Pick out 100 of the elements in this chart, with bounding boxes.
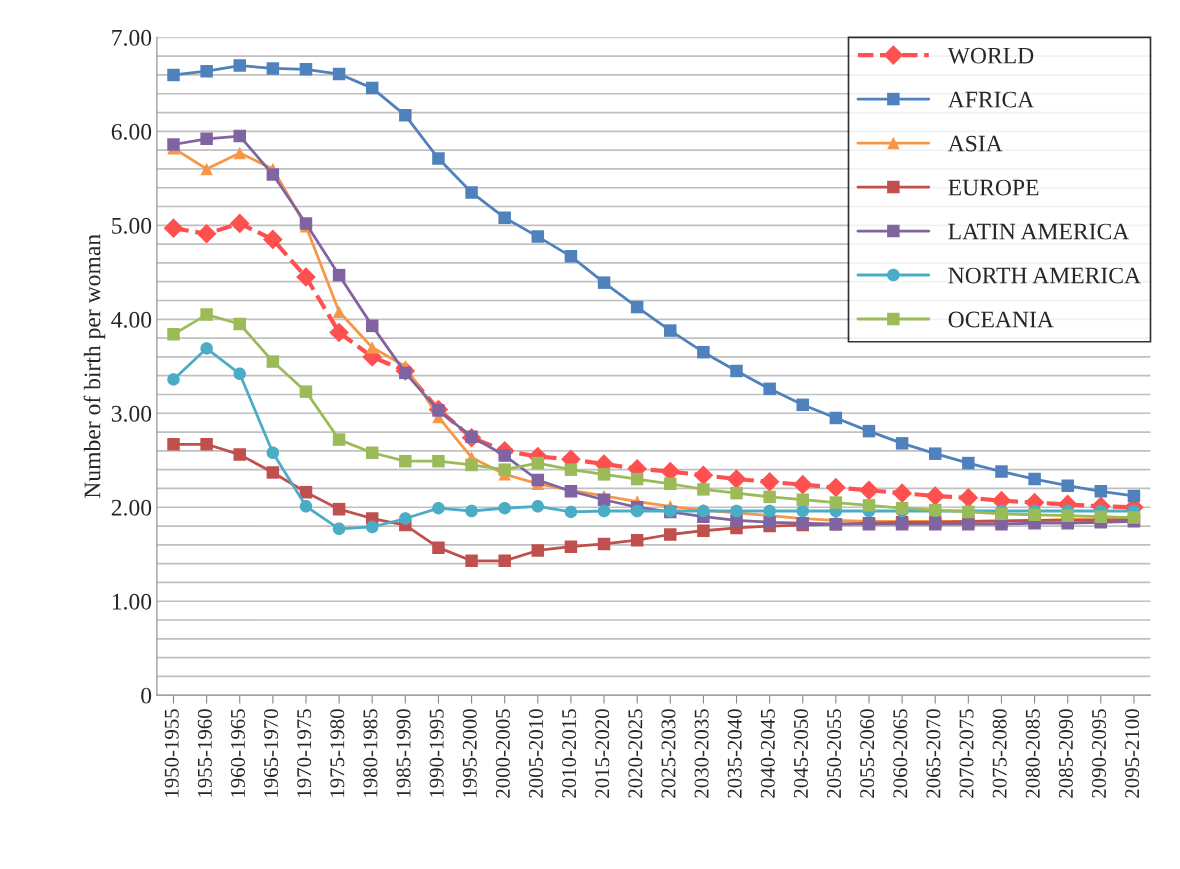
point xyxy=(332,502,346,516)
x-tick-label: 2015-2020 xyxy=(595,709,610,798)
point xyxy=(564,540,578,553)
point xyxy=(1094,485,1108,498)
point xyxy=(862,424,876,438)
point xyxy=(498,449,511,462)
point xyxy=(465,186,478,199)
point xyxy=(498,554,511,568)
legend-label: LATIN AMERICA xyxy=(948,223,1130,240)
point xyxy=(597,276,611,289)
point xyxy=(167,328,180,341)
point xyxy=(1028,472,1041,486)
point xyxy=(995,465,1008,478)
point xyxy=(763,490,776,504)
point xyxy=(233,129,246,143)
point xyxy=(332,305,346,319)
point xyxy=(726,469,747,489)
point xyxy=(233,367,246,381)
point xyxy=(167,373,180,386)
x-tick-label: 2035-2040 xyxy=(727,709,742,798)
point xyxy=(958,488,979,508)
point xyxy=(263,229,283,250)
x-tick-label: 2075-2080 xyxy=(992,709,1007,798)
point xyxy=(399,109,412,122)
point xyxy=(329,322,349,343)
point xyxy=(531,473,545,487)
point xyxy=(664,477,677,490)
point xyxy=(266,466,280,479)
point xyxy=(332,433,346,446)
point xyxy=(200,342,213,355)
point xyxy=(597,504,611,518)
legend-label: AFRICA xyxy=(947,91,1035,108)
x-tick-label: 1950-1955 xyxy=(164,709,179,797)
point xyxy=(763,516,776,529)
point xyxy=(465,554,478,568)
x-tick-label: 2060-2065 xyxy=(893,709,908,798)
point xyxy=(233,448,246,461)
y-tick-label: 5.00 xyxy=(112,217,152,234)
point xyxy=(697,345,710,359)
y-tick-label: 2.00 xyxy=(111,499,152,516)
point xyxy=(564,250,578,263)
point xyxy=(498,463,511,476)
point xyxy=(730,364,743,378)
point xyxy=(299,63,313,76)
point xyxy=(531,500,545,513)
x-tick-label: 1980-1985 xyxy=(363,709,378,797)
point xyxy=(928,447,942,460)
point xyxy=(332,67,346,81)
point xyxy=(892,483,912,503)
point xyxy=(365,520,379,534)
point xyxy=(167,138,180,151)
x-tick-label: 1985-1990 xyxy=(396,709,411,797)
point xyxy=(266,446,280,459)
point xyxy=(531,230,545,243)
point xyxy=(763,504,776,518)
point xyxy=(630,300,644,314)
point xyxy=(630,533,644,547)
point xyxy=(200,308,213,321)
x-tick-label: 2070-2075 xyxy=(959,709,974,798)
point xyxy=(1061,479,1074,492)
point xyxy=(829,496,843,509)
point xyxy=(498,211,511,225)
point xyxy=(332,268,346,282)
x-tick-label: 2095-2100 xyxy=(1125,709,1140,798)
point xyxy=(365,319,379,333)
point xyxy=(299,385,313,398)
point xyxy=(796,493,809,506)
point xyxy=(597,468,611,481)
point xyxy=(1127,489,1141,503)
point xyxy=(399,454,412,468)
point xyxy=(564,505,578,519)
point xyxy=(365,446,379,459)
point xyxy=(693,465,714,486)
point xyxy=(200,132,213,146)
point xyxy=(432,152,445,165)
x-tick-label: 2090-2095 xyxy=(1091,709,1107,798)
point xyxy=(564,463,578,476)
point xyxy=(925,486,946,506)
point xyxy=(200,438,213,451)
y-tick-label: 7.00 xyxy=(112,29,152,46)
point xyxy=(697,483,710,496)
x-tick-label: 2030-2035 xyxy=(694,709,709,798)
x-tick-label: 2045-2050 xyxy=(793,709,808,798)
x-tick-label: 1960-1965 xyxy=(230,709,245,797)
point xyxy=(796,398,809,412)
x-tick-label: 1970-1975 xyxy=(297,709,312,797)
x-tick-label: 2050-2055 xyxy=(827,709,842,798)
point xyxy=(630,504,644,518)
point xyxy=(664,528,677,541)
point xyxy=(792,474,813,495)
point xyxy=(796,504,809,518)
point xyxy=(730,486,743,500)
point xyxy=(862,499,876,512)
x-tick-label: 1965-1970 xyxy=(264,709,279,797)
point xyxy=(465,458,478,472)
point xyxy=(498,501,511,515)
point xyxy=(859,480,879,501)
point xyxy=(962,456,975,470)
point xyxy=(432,541,445,554)
x-tick-label: 2065-2070 xyxy=(926,709,941,798)
